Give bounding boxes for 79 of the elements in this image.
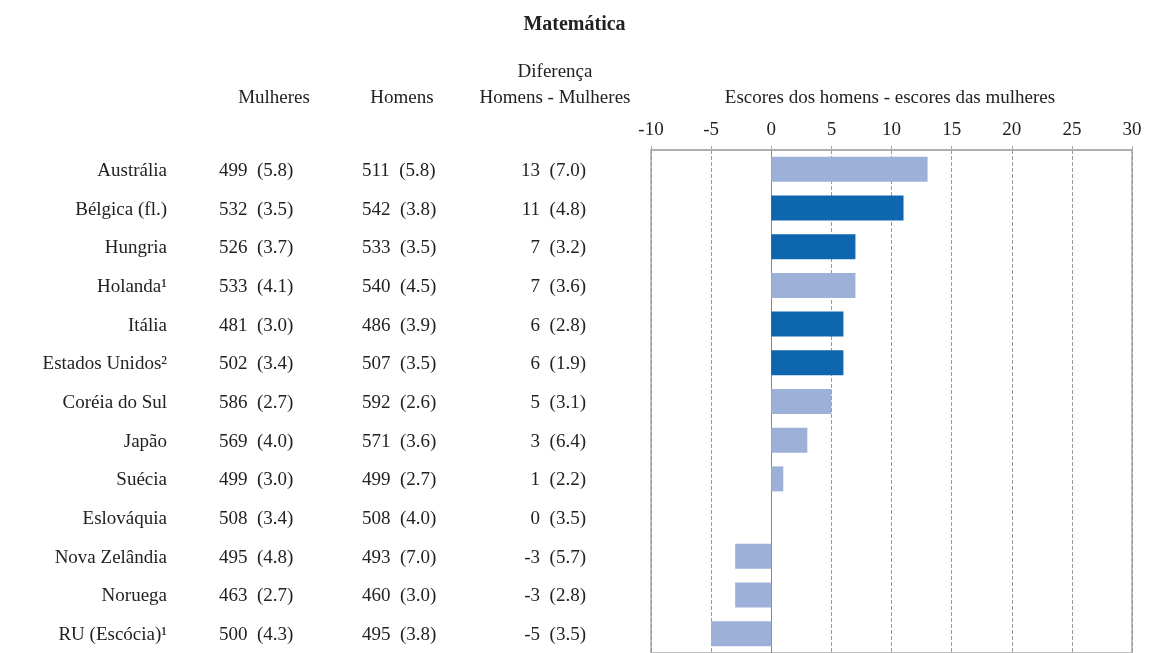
x2-tick-label: 30: [1122, 118, 1142, 139]
data-label: 11 (4.8): [521, 197, 586, 220]
bar: [771, 427, 808, 453]
text: 495 (3.8): [362, 623, 437, 646]
text: Homens: [370, 85, 434, 107]
text: 571 (3.6): [362, 429, 437, 452]
data-label: -3 (5.7): [524, 545, 586, 568]
text: 540 (4.5): [362, 274, 437, 297]
bar: [771, 350, 844, 376]
text: 499 (5.8): [219, 158, 294, 181]
y-tick-label: Austrália: [97, 158, 168, 180]
text: 499 (3.0): [219, 468, 294, 491]
bar: [771, 234, 856, 260]
y-tick-label: Coréia do Sul: [62, 391, 167, 412]
data-label: -5 (3.5): [524, 623, 586, 646]
text: 569 (4.0): [219, 429, 294, 452]
text: 508 (3.4): [219, 507, 294, 530]
chart-title: Matemática: [523, 12, 626, 34]
text: Diferença: [517, 59, 594, 81]
text: 542 (3.8): [362, 197, 437, 220]
y-tick-label: Hungria: [104, 236, 168, 258]
data-label: 6 (1.9): [530, 352, 586, 375]
y-tick-label: Estados Unidos²: [42, 352, 168, 374]
x2-tick-label: 20: [1002, 118, 1022, 139]
data-label: 7 (3.2): [530, 236, 586, 259]
y-tick-label: Holanda¹: [96, 274, 168, 296]
text: 500 (4.3): [219, 623, 294, 646]
text: 502 (3.4): [219, 352, 294, 375]
text: 495 (4.8): [219, 545, 294, 568]
bar: [771, 195, 904, 221]
x2-tick-label: -10: [638, 118, 664, 139]
data-label: -3 (2.8): [524, 584, 586, 607]
x2-tick-label: 5: [826, 118, 837, 139]
text: Mulheres: [238, 85, 310, 107]
text: 481 (3.0): [219, 313, 294, 336]
bar: [771, 156, 928, 182]
text: 592 (2.6): [362, 391, 437, 413]
y-tick-label: Suécia: [116, 468, 168, 490]
bar: [771, 389, 832, 414]
y-tick-label: Itália: [127, 313, 168, 335]
y-tick-label: Eslováquia: [82, 507, 168, 529]
text: 532 (3.5): [219, 197, 294, 220]
data-label: 6 (2.8): [530, 313, 586, 336]
y-tick-label: Nova Zelândia: [54, 545, 168, 567]
text: 533 (3.5): [362, 236, 437, 259]
text: 486 (3.9): [362, 313, 437, 336]
text: 586 (2.7): [219, 391, 294, 413]
bar: [735, 543, 772, 569]
x2-tick-label: 25: [1062, 118, 1082, 139]
text: 526 (3.7): [219, 236, 294, 259]
text: Homens - Mulheres: [479, 85, 631, 107]
data-label: 3 (6.4): [530, 429, 586, 452]
text: 460 (3.0): [362, 584, 437, 607]
text: 493 (7.0): [362, 545, 437, 568]
x2-tick-label: 0: [766, 118, 776, 139]
bar: [771, 466, 784, 492]
data-label: 1 (2.2): [530, 468, 586, 491]
x-axis-title: Escores dos homens - escores das mulheres: [724, 85, 1056, 107]
text: 507 (3.5): [362, 352, 437, 375]
text: 533 (4.1): [219, 274, 294, 297]
y-tick-label: RU (Escócia)¹: [58, 623, 168, 646]
bar: [735, 582, 772, 608]
data-label: 7 (3.6): [530, 274, 586, 297]
y-tick-label: Japão: [123, 429, 167, 451]
y-tick-label: Noruega: [101, 584, 168, 606]
bar: [771, 311, 844, 337]
text: 511 (5.8): [362, 158, 436, 181]
text: 463 (2.7): [219, 584, 294, 607]
x2-tick-label: -5: [703, 118, 720, 139]
text: 499 (2.7): [362, 468, 437, 491]
y-tick-label: Bélgica (fl.): [75, 197, 167, 220]
data-label: 5 (3.1): [530, 391, 586, 413]
text: 508 (4.0): [362, 507, 437, 530]
x2-tick-label: 10: [882, 118, 901, 139]
data-label: 0 (3.5): [530, 507, 586, 530]
data-label: 13 (7.0): [521, 158, 586, 181]
bar: [771, 272, 856, 298]
x2-tick-label: 15: [942, 118, 962, 139]
bar: [711, 621, 772, 647]
